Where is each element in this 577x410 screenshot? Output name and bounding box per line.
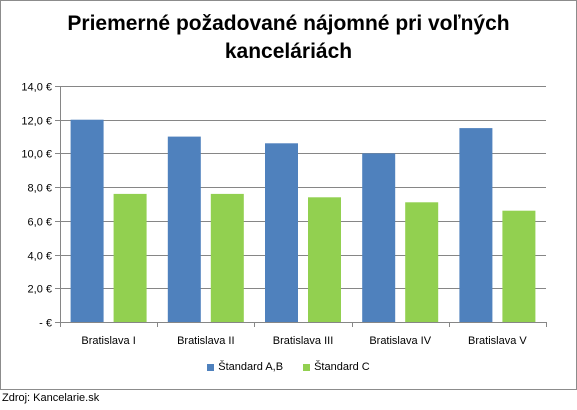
y-tick-label: - € [39, 318, 52, 330]
y-tick-label: 10,0 € [21, 149, 52, 161]
legend-item: Štandard C [303, 361, 370, 373]
bar-standard-c [113, 193, 147, 322]
bar-standard-ab [70, 119, 104, 322]
x-tick-label: Bratislava I [81, 335, 135, 347]
y-tick-label: 8,0 € [28, 183, 52, 195]
legend-swatch [303, 363, 311, 371]
bar-standard-ab [265, 143, 298, 322]
legend-item: Štandard A,B [207, 361, 283, 373]
y-tick-label: 2,0 € [28, 284, 52, 296]
y-tick-label: 14,0 € [21, 82, 52, 94]
source-note: Zdroj: Kancelarie.sk [2, 392, 100, 404]
bar-standard-c [405, 202, 439, 322]
bar-standard-ab [167, 136, 201, 322]
bar-standard-c [210, 193, 244, 322]
y-tick-label: 4,0 € [28, 251, 52, 263]
x-tick-label: Bratislava V [468, 335, 527, 347]
x-tick-label: Bratislava IV [369, 335, 431, 347]
bar-standard-c [308, 197, 341, 322]
chart-title-line-1: Priemerné požadované nájomné pri voľných [67, 12, 510, 35]
x-tick-label: Bratislava II [177, 335, 234, 347]
bar-standard-ab [459, 128, 493, 322]
bar-standard-c [502, 210, 536, 322]
tick-labels: - € 2,0 € 4,0 € 6,0 € 8,0 € 10,0 € 12,0 € 14,0 … [21, 82, 527, 348]
chart-title-line-2: kanceláriách [224, 40, 353, 63]
y-tick-label: 6,0 € [28, 217, 52, 229]
legend-label: Štandard C [314, 361, 370, 373]
legend-swatch [207, 363, 215, 371]
axes [55, 86, 547, 327]
legend: Štandard A,B Štandard C [0, 361, 577, 373]
y-tick-label: 12,0 € [21, 116, 52, 128]
bar-chart: - € 2,0 € 4,0 € 6,0 € 8,0 € 10,0 € 12,0 € 14,0 … [21, 82, 547, 348]
x-tick-label: Bratislava III [273, 335, 334, 347]
bar-standard-ab [362, 153, 396, 322]
bars [70, 119, 536, 322]
legend-label: Štandard A,B [218, 361, 284, 373]
chart-title: Priemerné požadované nájomné pri voľných… [0, 10, 577, 66]
